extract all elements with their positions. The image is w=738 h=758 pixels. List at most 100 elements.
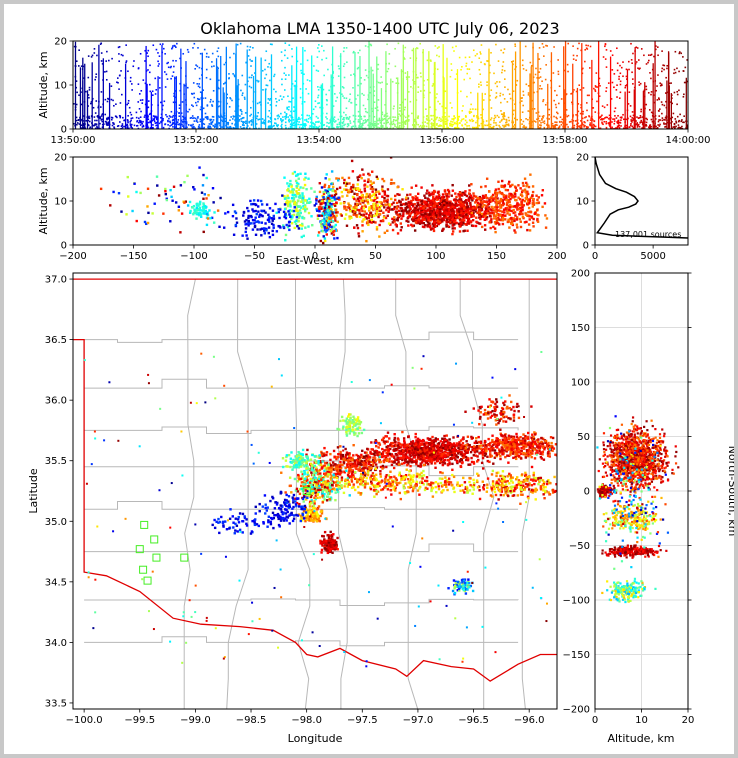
lightning-source: [527, 118, 529, 121]
lightning-source: [283, 207, 287, 211]
lightning-source: [158, 55, 161, 57]
lightning-source: [199, 118, 202, 121]
lightning-source: [512, 208, 515, 212]
lightning-source: [361, 199, 365, 203]
lightning-source: [452, 119, 455, 121]
lightning-source: [171, 75, 174, 77]
lightning-source: [326, 202, 330, 206]
lightning-source: [432, 197, 435, 201]
lightning-source: [507, 182, 510, 186]
lightning-source: [470, 196, 474, 200]
lightning-source: [584, 60, 586, 63]
lightning-source: [637, 123, 640, 126]
lightning-source: [319, 106, 321, 109]
lightning-source: [107, 124, 109, 126]
lightning-source: [601, 121, 603, 124]
lightning-source: [120, 93, 123, 96]
lightning-source: [334, 219, 337, 222]
lightning-source: [250, 113, 253, 116]
lightning-source: [283, 54, 286, 57]
lightning-source: [272, 223, 275, 227]
lightning-source: [233, 210, 237, 213]
lightning-source: [169, 66, 172, 69]
lightning-source: [453, 227, 456, 230]
lightning-source: [178, 107, 181, 110]
lightning-source: [238, 120, 240, 122]
lightning-source: [406, 202, 409, 206]
lightning-source: [630, 59, 633, 61]
lightning-source: [430, 60, 432, 62]
lightning-source: [521, 208, 524, 212]
lightning-source: [465, 211, 468, 215]
lightning-source: [431, 127, 433, 129]
lightning-source: [663, 118, 665, 121]
lightning-source: [390, 178, 393, 182]
lightning-source: [584, 116, 586, 119]
lightning-source: [136, 120, 139, 122]
lightning-source: [328, 194, 332, 197]
lightning-source: [125, 124, 128, 127]
lightning-source: [494, 209, 497, 213]
lightning-source: [587, 126, 589, 129]
lightning-source: [325, 233, 328, 236]
lightning-source: [587, 44, 589, 47]
lightning-source: [181, 101, 184, 103]
lightning-source: [473, 194, 476, 198]
lightning-source: [370, 194, 373, 198]
lightning-source: [284, 78, 287, 80]
lightning-source: [287, 95, 289, 98]
lightning-source: [369, 198, 373, 202]
lightning-source: [386, 70, 389, 73]
lightning-source: [268, 99, 271, 101]
lightning-source: [178, 112, 180, 114]
lightning-source: [432, 195, 435, 199]
lightning-source: [100, 115, 103, 117]
lightning-source: [208, 125, 211, 128]
lightning-source: [383, 193, 387, 196]
lightning-source: [373, 199, 376, 202]
lightning-source: [347, 118, 350, 121]
lightning-source: [327, 227, 330, 231]
lightning-source: [208, 123, 211, 125]
lightning-source: [317, 126, 319, 129]
lightning-source: [147, 100, 150, 102]
lightning-source: [567, 114, 570, 117]
lightning-source: [450, 210, 453, 213]
lightning-source: [361, 209, 364, 213]
lightning-source: [538, 115, 541, 118]
lightning-source: [472, 197, 475, 200]
lightning-source: [401, 101, 404, 104]
lightning-source: [288, 120, 291, 123]
lightning-source: [417, 192, 420, 195]
lightning-source: [462, 118, 465, 120]
lightning-source: [458, 196, 462, 199]
lightning-source: [279, 208, 282, 211]
lightning-source: [684, 66, 687, 69]
lightning-source: [341, 176, 344, 180]
lightning-source: [420, 75, 422, 78]
lightning-source: [378, 200, 381, 204]
lightning-source: [322, 201, 325, 205]
lightning-source: [535, 201, 538, 205]
lightning-source: [383, 115, 386, 117]
lightning-source: [137, 67, 140, 70]
lightning-source: [210, 216, 214, 220]
lightning-source: [241, 234, 244, 237]
lightning-source: [555, 116, 557, 119]
lightning-source: [321, 206, 324, 209]
lightning-source: [366, 180, 370, 184]
lightning-source: [489, 118, 492, 121]
lightning-source: [320, 200, 323, 203]
lightning-source: [572, 45, 574, 47]
lightning-source: [347, 202, 350, 205]
lightning-source: [425, 118, 428, 120]
lightning-source: [368, 193, 371, 196]
lightning-source: [494, 190, 497, 193]
lightning-source: [381, 113, 384, 116]
lightning-source: [686, 124, 688, 127]
lightning-source: [371, 220, 375, 224]
lightning-source: [617, 125, 620, 128]
lightning-source: [495, 122, 497, 124]
lightning-source: [371, 170, 374, 173]
lightning-source: [328, 178, 331, 181]
